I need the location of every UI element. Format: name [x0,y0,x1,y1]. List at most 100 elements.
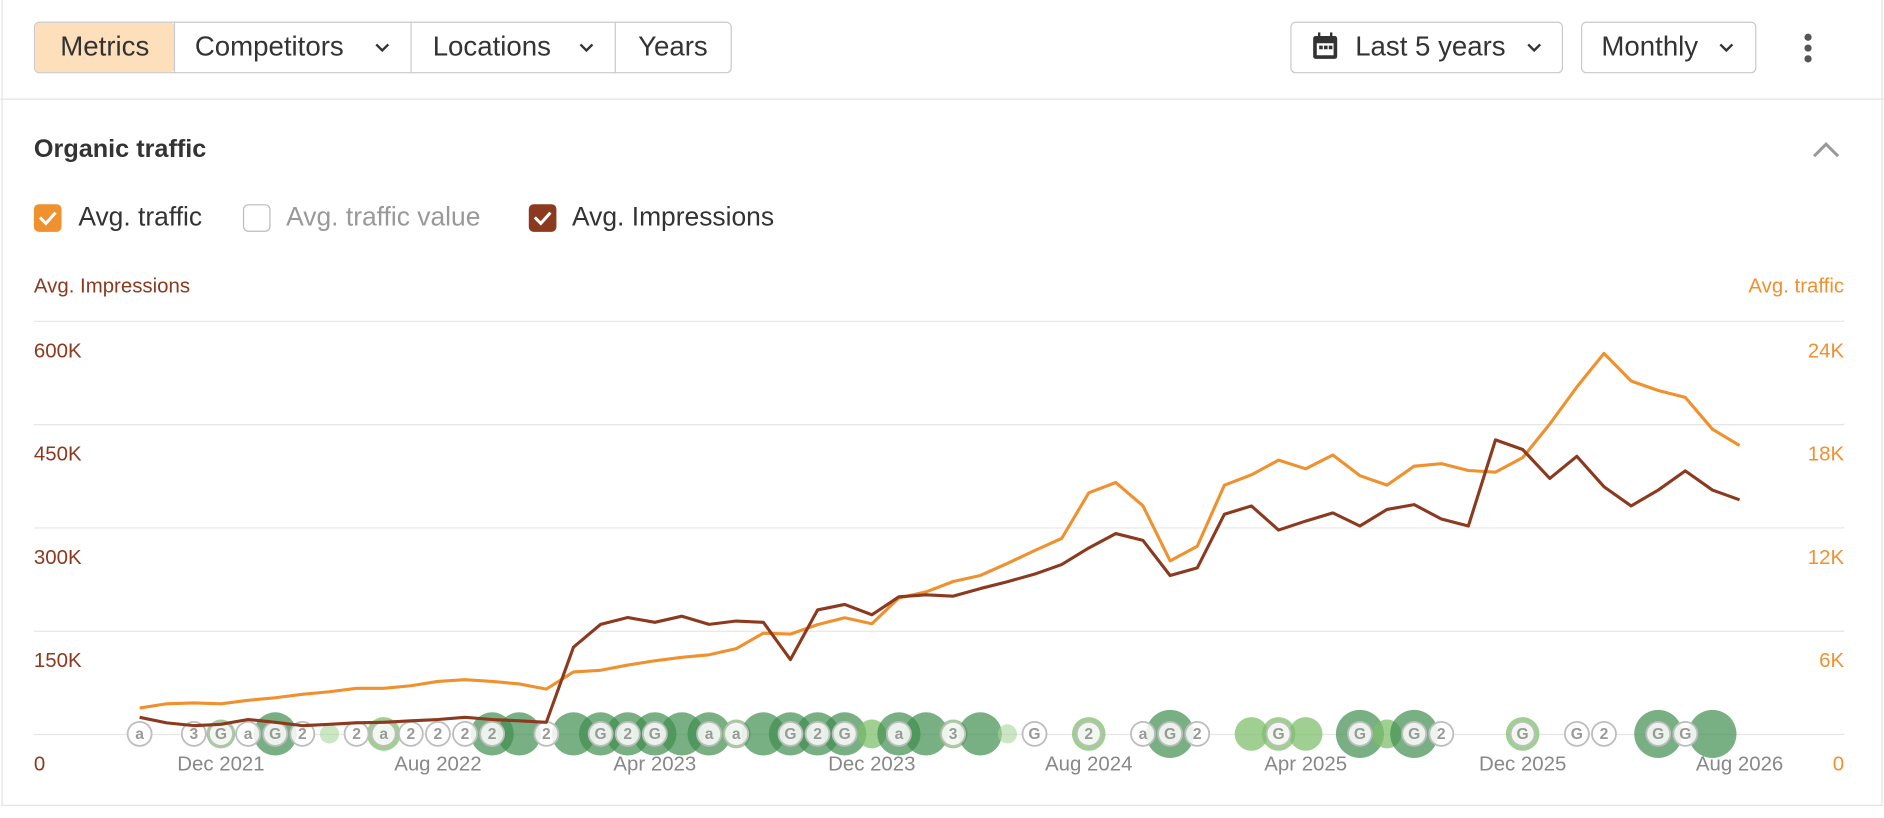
annotation-label: G [839,726,851,743]
annotation-label: G [1679,726,1691,743]
annotation-marker [1509,721,1536,747]
annotation-marker [180,721,207,747]
collapse-icon[interactable] [1812,142,1840,158]
annotation-label: G [1272,726,1284,743]
annotation-marker [1672,721,1699,747]
annotation-marker [1401,721,1428,747]
y2-tick-label: 24K [1808,340,1845,362]
update-bubble [497,712,541,756]
annotation-label: 2 [813,726,822,743]
period-button[interactable] [1290,21,1564,74]
period-label: Last 5 years [1355,30,1505,61]
annotation-label: 2 [352,726,361,743]
chevron [1527,43,1542,53]
annotation-marker [1184,721,1211,747]
annotation-marker [1645,721,1672,747]
annotation-label: 2 [1600,726,1609,743]
y-tick-label: 300K [34,547,82,569]
tab[interactable]: Metrics [60,30,149,61]
annotation-marker [777,721,804,747]
chevron [1719,43,1734,53]
annotation-label: 2 [298,726,307,743]
annotation-marker [1591,721,1617,747]
annotation-label: 2 [542,726,551,743]
tab-group [33,21,732,74]
chevron [579,43,594,53]
series-line [139,438,1741,728]
annotation-label: a [135,726,144,743]
annotation-label: G [1571,726,1583,743]
y-tick-label: 600K [34,340,82,362]
y-axis-label: Avg. Impressions [34,275,190,297]
y2-tick-label: 18K [1808,444,1845,466]
checkbox-checked[interactable] [528,204,557,232]
annotation-marker [208,721,234,747]
annotation-label: a [895,726,904,743]
y-tick-label: 0 [34,754,45,776]
more-menu[interactable] [1804,33,1812,63]
legend-label: Avg. traffic value [286,202,480,232]
annotation-label: a [705,726,714,743]
annotation-marker [1265,721,1292,747]
annotation-marker [1428,721,1455,747]
annotation-label: 3 [949,726,958,743]
y2-axis-label: Avg. traffic [1748,275,1844,297]
annotation-label: 3 [190,726,199,743]
annotation-marker [1021,721,1048,747]
tab[interactable]: Years [638,30,708,61]
plot: 0 150K 300K 450K 600K 0 6K 12K 18K 24K Dec 2021 Aug… [33,320,1845,776]
update-bubble [904,712,948,756]
annotation-label: G [269,726,281,743]
y-tick-label: 150K [34,650,82,672]
annotation-label: 2 [623,726,632,743]
legend-label: Avg. Impressions [572,202,774,232]
checkbox[interactable] [242,204,271,232]
tab-active-bg [35,22,175,73]
x-tick-label: Aug 2026 [1696,754,1783,776]
x-tick-label: Apr 2025 [1264,754,1347,776]
annotation-label: 2 [1193,726,1202,743]
annotation-marker [425,721,451,747]
annotation-label: G [1354,726,1366,743]
annotation-label: 2 [1084,726,1093,743]
annotation-label: 2 [406,726,415,743]
annotation-label: G [1652,726,1664,743]
annotation-label: a [379,726,388,743]
x-tick-label: Apr 2023 [613,754,696,776]
annotation-marker [1157,721,1184,747]
update-bubble [1288,717,1323,751]
annotation-marker [723,721,750,747]
annotation-label: 2 [434,726,443,743]
annotation-marker [452,721,478,747]
x-tick-label: Aug 2024 [1045,754,1132,776]
checkbox-checked[interactable] [33,204,62,232]
interval-label: Monthly [1601,30,1698,61]
x-tick-label: Dec 2021 [177,754,264,776]
series-line [139,351,1741,710]
annotation-label: 2 [488,726,497,743]
tab[interactable]: Locations [433,30,551,61]
chevron [375,43,390,53]
annotation-marker [804,721,831,747]
annotation-label: G [215,726,227,743]
y2-tick-label: 6K [1819,650,1844,672]
update-bubble [319,724,340,744]
annotation-label: G [1028,726,1040,743]
annotation-label: G [784,726,796,743]
x-tick-label: Aug 2022 [394,754,481,776]
annotation-marker [126,721,153,747]
interval-button[interactable] [1581,21,1757,74]
update-bubble [1688,709,1737,758]
update-bubble [997,724,1018,744]
x-tick-label: Dec 2025 [1479,754,1566,776]
annotation-label: G [649,726,661,743]
annotation-label: a [244,726,253,743]
calendar-icon [1313,32,1338,59]
annotation-label: a [1139,726,1148,743]
annotation-marker [235,721,262,747]
tab[interactable]: Competitors [195,30,344,61]
check [533,211,552,226]
annotation-marker [479,721,506,747]
annotation-label: G [1517,726,1529,743]
